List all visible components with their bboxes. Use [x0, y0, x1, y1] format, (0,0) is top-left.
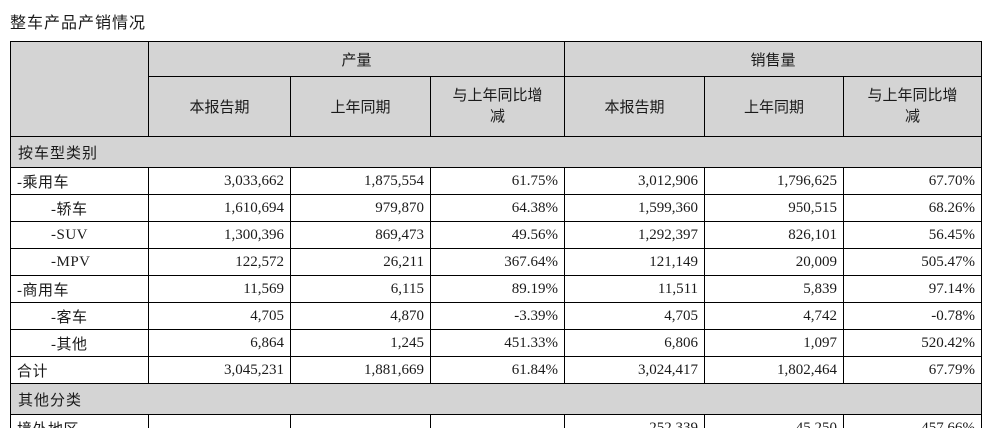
row-label: -轿车 — [10, 194, 149, 222]
production-yoy-header: 与上年同比增减 — [429, 76, 566, 137]
production-yoy-cell: 451.33% — [429, 329, 566, 357]
production-yoy-cell: 49.56% — [429, 221, 566, 249]
sales-yoy-cell: 97.14% — [843, 275, 983, 303]
page-title: 整车产品产销情况 — [10, 15, 147, 32]
row-label: -SUV — [10, 221, 149, 249]
sales-prior-cell: 950,515 — [704, 194, 845, 222]
sales-current-cell: 4,705 — [564, 302, 706, 330]
sales-current-cell: 252,339 — [564, 414, 706, 428]
table-row-suv: -SUV 1,300,396 869,473 49.56% 1,292,397 … — [10, 221, 983, 249]
row-label: -其他 — [10, 329, 149, 357]
row-label: -MPV — [10, 248, 149, 276]
sales-yoy-cell: -0.78% — [843, 302, 983, 330]
sales-current-cell: 11,511 — [564, 275, 706, 303]
row-label: -乘用车 — [10, 167, 149, 195]
sales-prior-cell: 826,101 — [704, 221, 845, 249]
sales-group-header: 销售量 — [564, 41, 983, 77]
production-yoy-header-text: 与上年同比增减 — [452, 88, 543, 125]
production-yoy-cell: 64.38% — [429, 194, 566, 222]
table-row-commercial: -商用车 11,569 6,115 89.19% 11,511 5,839 97… — [10, 275, 983, 303]
sales-prior-header: 上年同期 — [704, 76, 845, 137]
table-row-total: 合计 3,045,231 1,881,669 61.84% 3,024,417 … — [10, 356, 983, 384]
production-current-cell: 1,300,396 — [148, 221, 291, 249]
sales-current-cell: 1,292,397 — [564, 221, 706, 249]
table-row-other: -其他 6,864 1,245 451.33% 6,806 1,097 520.… — [10, 329, 983, 357]
production-prior-cell: 4,870 — [290, 302, 431, 330]
row-label: -商用车 — [10, 275, 149, 303]
production-yoy-cell: 61.75% — [429, 167, 566, 195]
production-yoy-cell: -3.39% — [429, 302, 566, 330]
production-current-cell: 6,864 — [148, 329, 291, 357]
table-row-sedan: -轿车 1,610,694 979,870 64.38% 1,599,360 9… — [10, 194, 983, 222]
production-prior-cell: 1,875,554 — [290, 167, 431, 195]
production-yoy-cell: 89.19% — [429, 275, 566, 303]
table-row-mpv: -MPV 122,572 26,211 367.64% 121,149 20,0… — [10, 248, 983, 276]
table-row-bus: -客车 4,705 4,870 -3.39% 4,705 4,742 -0.78… — [10, 302, 983, 330]
sales-yoy-cell: 68.26% — [843, 194, 983, 222]
sales-yoy-header: 与上年同比增减 — [843, 76, 983, 137]
sales-current-cell: 3,024,417 — [564, 356, 706, 384]
sales-current-cell: 1,599,360 — [564, 194, 706, 222]
row-label: -客车 — [10, 302, 149, 330]
production-prior-cell — [290, 414, 431, 428]
sales-prior-cell: 45,250 — [704, 414, 845, 428]
production-group-header: 产量 — [147, 41, 566, 77]
sales-yoy-header-text: 与上年同比增减 — [867, 88, 958, 125]
production-yoy-cell: 367.64% — [429, 248, 566, 276]
sales-current-cell: 121,149 — [564, 248, 706, 276]
production-current-header: 本报告期 — [148, 76, 291, 137]
sales-yoy-cell: 67.79% — [843, 356, 983, 384]
table-row-overseas: 境外地区 252,339 45,250 457.66% — [10, 414, 983, 428]
production-prior-cell: 1,245 — [290, 329, 431, 357]
sales-current-cell: 3,012,906 — [564, 167, 706, 195]
sub-header-row: 本报告期 上年同期 与上年同比增减 本报告期 上年同期 与上年同比增减 — [11, 76, 983, 137]
section-row-other-category: 其他分类 — [9, 383, 983, 415]
table-row-passenger: -乘用车 3,033,662 1,875,554 61.75% 3,012,90… — [10, 167, 983, 195]
production-current-cell: 3,033,662 — [148, 167, 291, 195]
sales-yoy-cell: 67.70% — [843, 167, 983, 195]
sales-current-header: 本报告期 — [564, 76, 706, 137]
sales-prior-cell: 1,097 — [704, 329, 845, 357]
section-row-vehicle-type: 按车型类别 — [9, 136, 983, 168]
sales-prior-cell: 20,009 — [704, 248, 845, 276]
production-sales-table: 产量 销售量 本报告期 上年同期 与上年同比增减 本报告期 上年同期 与上年同比… — [9, 41, 983, 428]
row-label: 合计 — [10, 356, 149, 384]
production-current-cell: 122,572 — [148, 248, 291, 276]
production-prior-cell: 1,881,669 — [290, 356, 431, 384]
production-yoy-cell: 61.84% — [429, 356, 566, 384]
section-label: 按车型类别 — [9, 136, 983, 168]
production-prior-header: 上年同期 — [290, 76, 431, 137]
production-prior-cell: 26,211 — [290, 248, 431, 276]
production-prior-cell: 869,473 — [290, 221, 431, 249]
sales-prior-cell: 5,839 — [704, 275, 845, 303]
sales-prior-cell: 1,796,625 — [704, 167, 845, 195]
production-current-cell: 1,610,694 — [148, 194, 291, 222]
production-current-cell — [148, 414, 291, 428]
production-current-cell: 11,569 — [148, 275, 291, 303]
sales-current-cell: 6,806 — [564, 329, 706, 357]
corner-cell — [10, 41, 149, 137]
sales-prior-cell: 1,802,464 — [704, 356, 845, 384]
production-prior-cell: 979,870 — [290, 194, 431, 222]
sales-yoy-cell: 457.66% — [843, 414, 983, 428]
group-header-row: 产量 销售量 — [10, 41, 983, 137]
row-label: 境外地区 — [10, 414, 149, 428]
section-label: 其他分类 — [9, 383, 983, 415]
production-yoy-cell — [429, 414, 566, 428]
production-prior-cell: 6,115 — [290, 275, 431, 303]
production-current-cell: 3,045,231 — [148, 356, 291, 384]
sales-yoy-cell: 56.45% — [843, 221, 983, 249]
sales-yoy-cell: 505.47% — [843, 248, 983, 276]
sales-yoy-cell: 520.42% — [843, 329, 983, 357]
production-current-cell: 4,705 — [148, 302, 291, 330]
sales-prior-cell: 4,742 — [704, 302, 845, 330]
